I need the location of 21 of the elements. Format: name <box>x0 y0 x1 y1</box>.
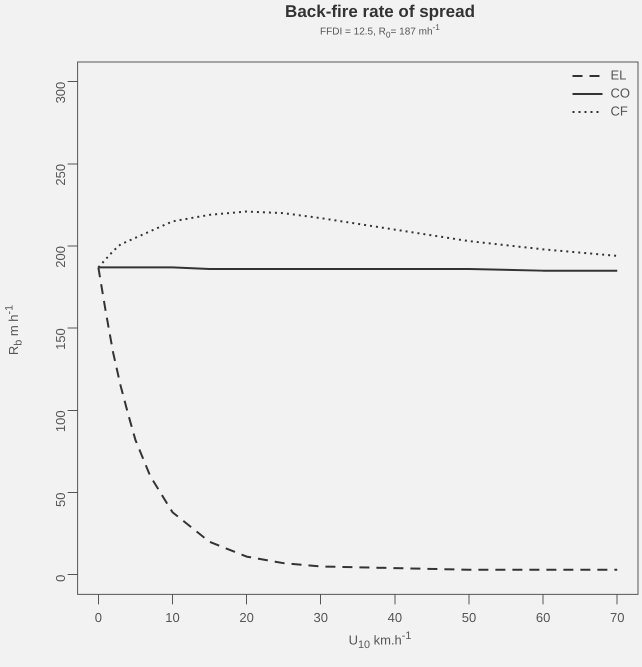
x-tick-label: 70 <box>610 610 624 625</box>
y-tick-label: 250 <box>53 164 68 186</box>
y-tick-label: 200 <box>53 246 68 268</box>
y-tick-label: 150 <box>53 328 68 350</box>
chart-title: Back-fire rate of spread <box>284 2 476 22</box>
y-tick-label: 300 <box>53 82 68 104</box>
x-tick-label: 0 <box>94 610 102 625</box>
legend-label: CO <box>610 86 630 101</box>
x-tick-label: 30 <box>314 610 328 625</box>
y-tick-label: 50 <box>53 492 68 507</box>
x-tick-label: 10 <box>165 610 180 625</box>
y-tick-label: 100 <box>53 410 68 432</box>
x-tick-label: 20 <box>239 610 254 625</box>
legend-label: EL <box>610 68 626 83</box>
chart-subtitle: FFDI = 12.5, R$_{0}$= 187 mh$^{-1}$ <box>319 22 441 40</box>
x-axis-title: U$_{10}$ km.h$^{-1}$ <box>348 630 412 651</box>
x-tick-label: 40 <box>388 610 402 625</box>
y-tick-label: 0 <box>53 574 68 582</box>
legend-label: CF <box>610 104 628 119</box>
x-tick-label: 50 <box>462 610 476 625</box>
x-tick-label: 60 <box>536 610 550 625</box>
